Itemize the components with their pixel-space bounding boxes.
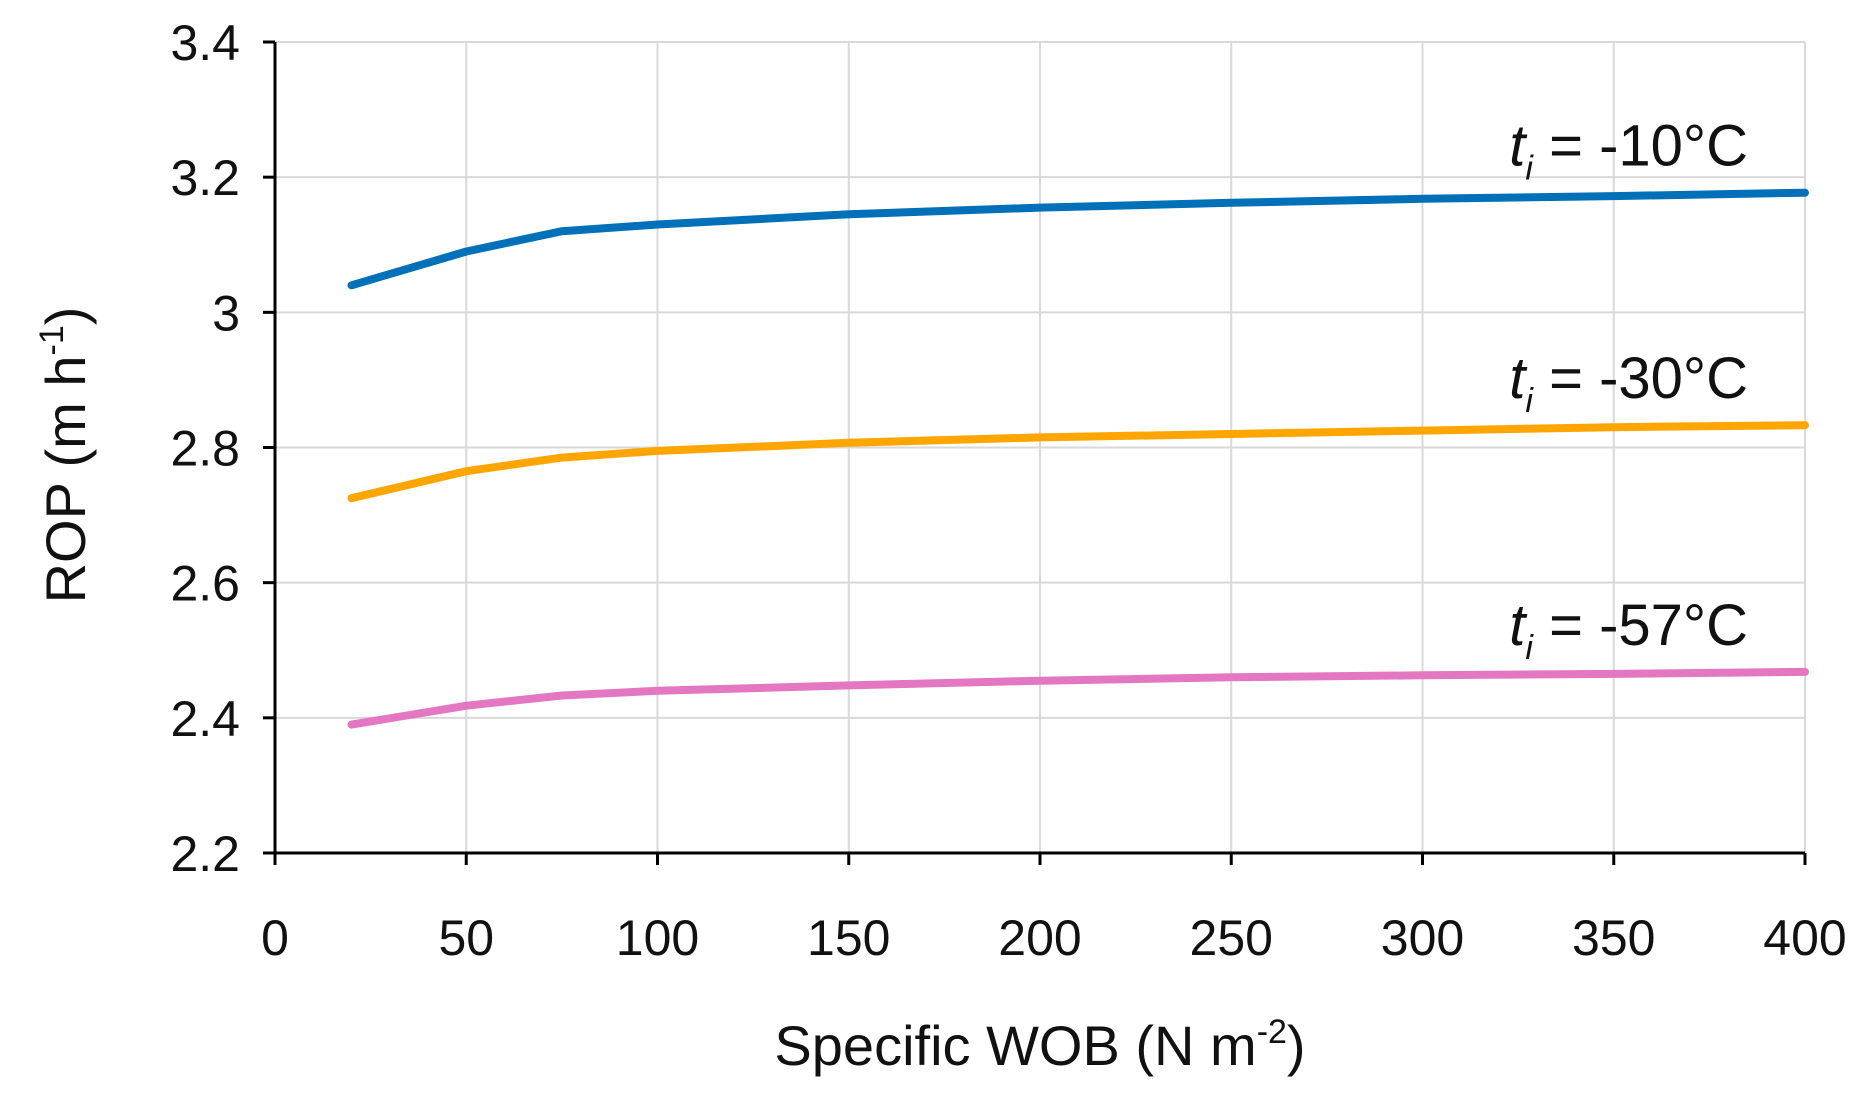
x-tick-label: 300: [1381, 910, 1464, 966]
series-label-rest: = -57°C: [1533, 593, 1748, 658]
y-tick-label: 3.2: [170, 150, 240, 206]
x-axis-title-sup: -2: [1257, 1013, 1287, 1051]
series-labels: ti = -10°Cti = -30°Cti = -57°C: [1509, 114, 1748, 667]
x-tick-label: 200: [998, 910, 1081, 966]
x-axis-title-end: ): [1287, 1014, 1306, 1077]
y-tick-label: 2.2: [170, 826, 240, 882]
y-tick-label: 2.8: [170, 421, 240, 477]
y-tick-label: 2.4: [170, 691, 240, 747]
x-tick-label: 0: [261, 910, 289, 966]
series-label-sub: i: [1525, 150, 1534, 188]
grid: [275, 41, 1806, 853]
y-axis-title-sup: -1: [33, 325, 71, 355]
series-lines: [347, 188, 1809, 729]
x-tick-label: 50: [438, 910, 494, 966]
series-label-sub: i: [1525, 629, 1534, 667]
y-axis-title-end: ): [34, 307, 97, 326]
y-axis-title-main: ROP (m h: [34, 355, 97, 603]
x-axis-title-main: Specific WOB (N m: [774, 1014, 1256, 1077]
series-label-sub: i: [1525, 382, 1534, 420]
y-axis-title: ROP (m h-1): [33, 307, 97, 604]
y-tick-label: 3: [212, 285, 240, 341]
series-line-1: [347, 421, 1809, 503]
series-label-1: ti = -30°C: [1509, 346, 1748, 420]
series-label-t: t: [1509, 593, 1528, 658]
ticks: [263, 40, 1807, 865]
series-label-2: ti = -57°C: [1509, 593, 1748, 667]
series-label-rest: = -30°C: [1533, 346, 1748, 411]
series-line-2: [347, 667, 1809, 729]
tick-labels: 0 50 100 150 200 250 300 350 400 2.2 2.4 2.6 2.8 3 3.2…: [170, 15, 1846, 966]
series-label-t: t: [1509, 346, 1528, 411]
x-tick-label: 100: [616, 910, 699, 966]
series-label-rest: = -10°C: [1533, 114, 1748, 179]
x-axis-title: Specific WOB (N m-2): [774, 1013, 1305, 1077]
x-tick-label: 250: [1190, 910, 1273, 966]
series-label-t: t: [1509, 114, 1528, 179]
y-tick-label: 3.4: [170, 15, 240, 71]
series-line-0: [347, 188, 1809, 290]
series-label-0: ti = -10°C: [1509, 114, 1748, 188]
x-tick-label: 150: [807, 910, 890, 966]
x-tick-label: 350: [1572, 910, 1655, 966]
x-tick-label: 400: [1763, 910, 1846, 966]
y-tick-label: 2.6: [170, 556, 240, 612]
